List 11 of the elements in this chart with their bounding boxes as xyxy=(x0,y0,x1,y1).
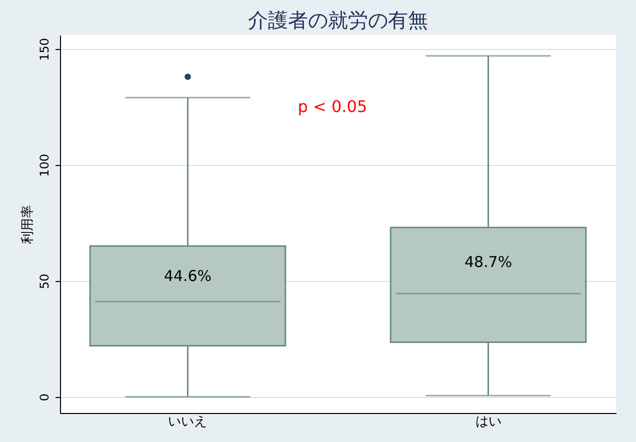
annotation: 44.6% xyxy=(164,266,212,285)
y-tick-label: 100 xyxy=(38,154,52,177)
y-axis-title: 利用率 xyxy=(20,205,36,244)
x-tick-label: いいえ xyxy=(168,414,208,430)
annotation: p < 0.05 xyxy=(298,96,368,116)
x-tick-label: はい xyxy=(475,414,502,430)
annotation: 48.7% xyxy=(464,252,512,271)
y-tick-label: 0 xyxy=(38,393,52,402)
y-tick-label: 50 xyxy=(38,274,52,289)
y-tick-label: 150 xyxy=(38,38,52,61)
chart-title: 介護者の就労の有無 xyxy=(248,8,428,32)
